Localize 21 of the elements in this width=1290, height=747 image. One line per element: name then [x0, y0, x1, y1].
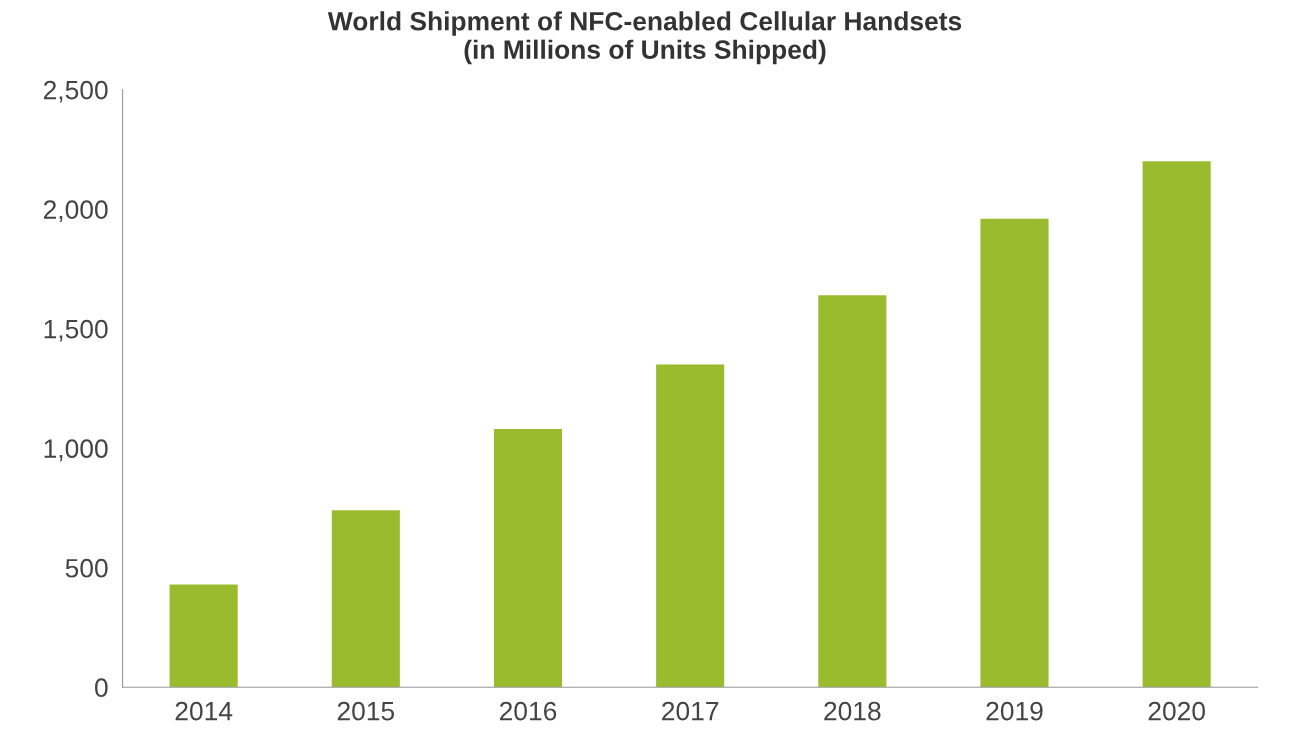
- y-tick-label: 0: [95, 678, 108, 698]
- x-tick-label: 2020: [1148, 701, 1205, 721]
- bar: [656, 364, 725, 688]
- y-tick-label: 1,000: [44, 439, 108, 462]
- chart-title: World Shipment of NFC-enabled Cellular Handsets (in Millions of Units Shipped): [327, 11, 962, 65]
- y-tick-label: 1,500: [44, 319, 108, 342]
- bar: [818, 295, 887, 688]
- bar: [169, 584, 238, 688]
- y-tick-label: 2,500: [43, 80, 108, 103]
- y-tick-label: 2,000: [43, 200, 108, 223]
- x-tick-label: 2016: [499, 701, 557, 721]
- x-tick-label: 2014: [175, 701, 233, 721]
- x-tick-label: 2018: [824, 701, 881, 721]
- bar: [331, 510, 400, 688]
- bar: [980, 218, 1049, 688]
- bar: [493, 429, 563, 688]
- y-tick-label: 500: [65, 558, 108, 578]
- bar: [1142, 161, 1211, 688]
- x-tick-label: 2017: [662, 701, 719, 721]
- x-tick-label: 2019: [986, 701, 1043, 721]
- x-tick-label: 2015: [337, 701, 395, 721]
